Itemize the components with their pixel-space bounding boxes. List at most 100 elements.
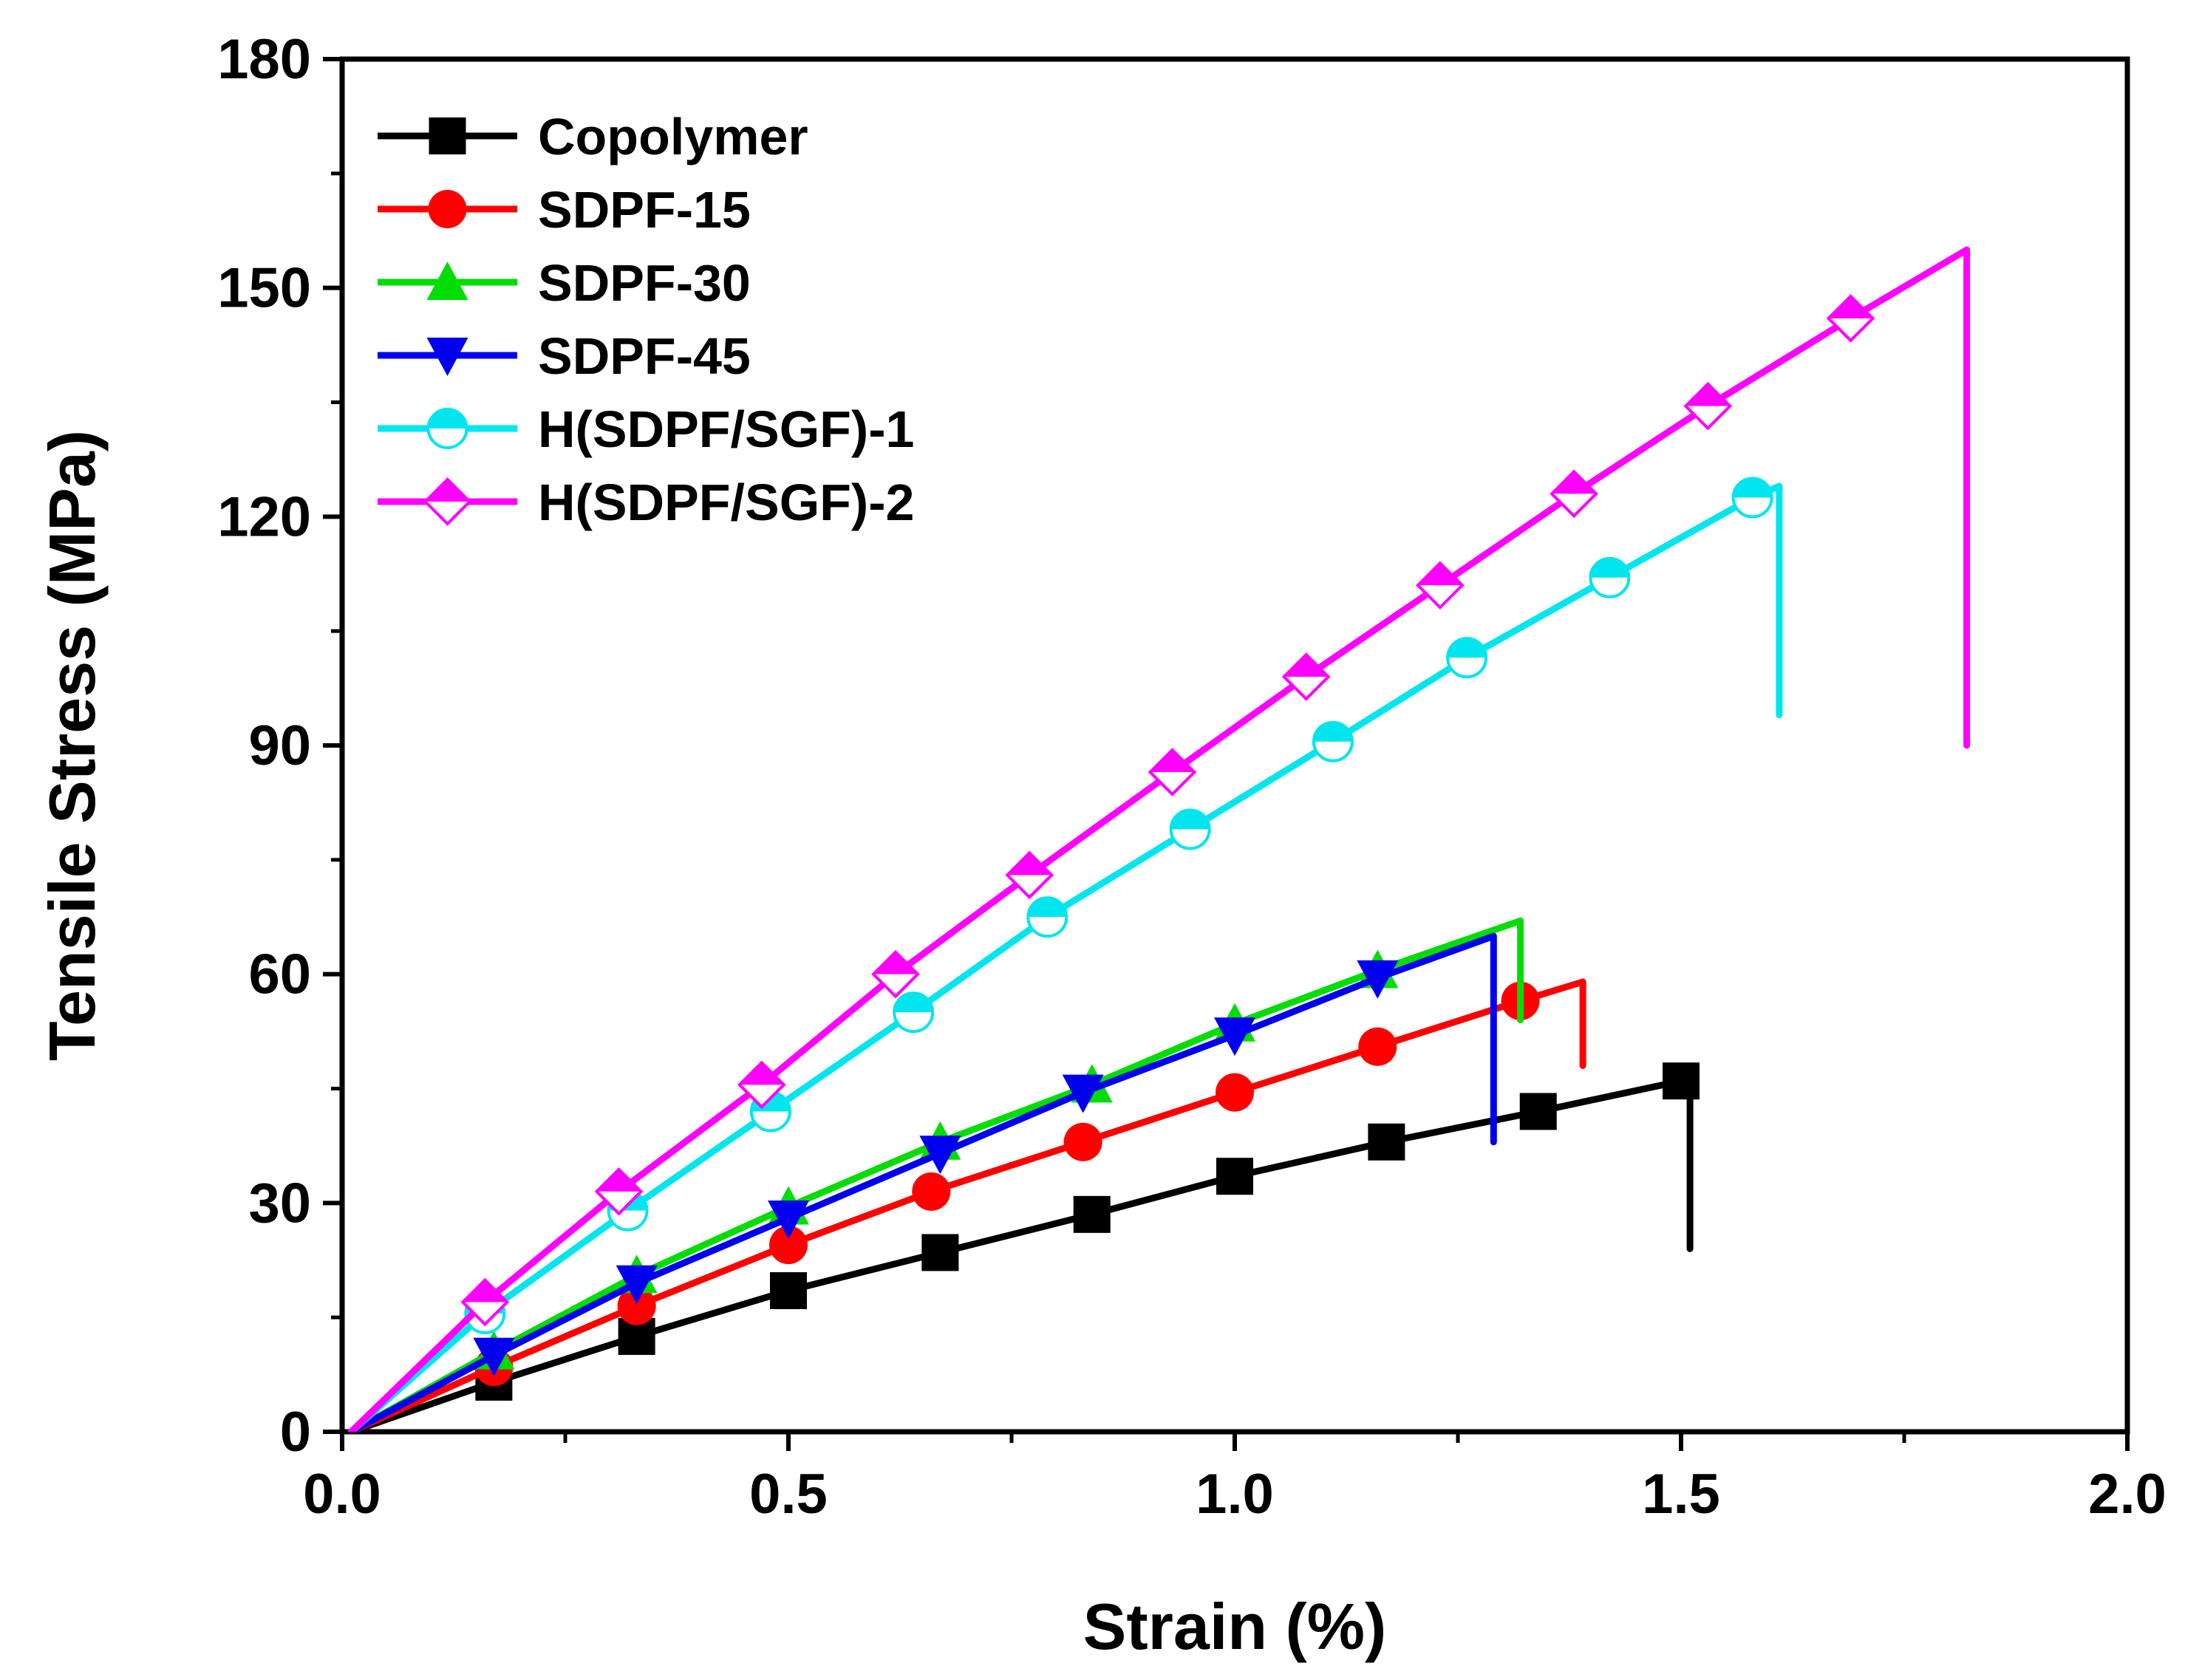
marker-outline bbox=[1446, 637, 1488, 679]
legend-h-sdpf-sgf-1: H(SDPF/SGF)-1 bbox=[378, 400, 914, 458]
marker-bottom-half bbox=[596, 1191, 641, 1214]
marker-bottom-half bbox=[428, 428, 467, 448]
series-sdpf-15-line bbox=[347, 978, 1586, 1432]
y-tick-label: 60 bbox=[248, 943, 311, 1006]
series-sdpf-45-point bbox=[616, 1265, 658, 1304]
series-h-sdpf-sgf-2-point bbox=[1005, 850, 1054, 900]
legend-label: H(SDPF/SGF)-2 bbox=[538, 474, 914, 531]
marker-outline bbox=[893, 991, 935, 1034]
series-h-sdpf-sgf-1-line bbox=[347, 482, 1783, 1432]
marker-top-half bbox=[1685, 383, 1731, 406]
marker-top-half bbox=[1170, 810, 1210, 830]
series-sdpf-45-line bbox=[347, 932, 1497, 1432]
marker-bottom-half bbox=[1150, 772, 1195, 795]
series-copolymer-point bbox=[1663, 1062, 1700, 1100]
y-tick-label: 120 bbox=[217, 485, 311, 548]
legend-label: SDPF-30 bbox=[538, 254, 751, 312]
marker-top-half bbox=[1828, 296, 1873, 318]
marker-bottom-half bbox=[873, 974, 918, 997]
marker-outline bbox=[1731, 477, 1773, 519]
legend-marker bbox=[423, 477, 472, 526]
series-layer bbox=[347, 246, 1971, 1432]
marker-outline bbox=[426, 408, 468, 449]
legend-sdpf-15: SDPF-15 bbox=[378, 181, 751, 239]
marker-bottom-half bbox=[1685, 406, 1731, 428]
series-h-sdpf-sgf-2-point bbox=[1148, 748, 1197, 796]
series-sdpf-45-point bbox=[473, 1337, 515, 1376]
series-sdpf-15-point bbox=[1358, 1027, 1397, 1066]
marker-outline bbox=[423, 477, 472, 526]
series-h-sdpf-sgf-2-point bbox=[594, 1167, 644, 1216]
marker-bottom-half bbox=[1028, 917, 1067, 937]
marker-bottom-half bbox=[1828, 318, 1873, 341]
legend-marker bbox=[426, 408, 468, 449]
series-h-sdpf-sgf-1-point bbox=[1446, 637, 1488, 679]
x-tick-label: 2.0 bbox=[2088, 1463, 2167, 1526]
x-tick-label: 0.0 bbox=[303, 1463, 381, 1526]
marker-bottom-half bbox=[1552, 494, 1597, 516]
marker-outline bbox=[1281, 652, 1331, 701]
x-axis-title: Strain (%) bbox=[1083, 1590, 1387, 1663]
legend: Copolymer SDPF-15 SDPF-30 SDPF-45 H(SDPF/SGF… bbox=[378, 108, 914, 531]
y-tick-label: 180 bbox=[217, 28, 311, 91]
legend-sdpf-45: SDPF-45 bbox=[378, 327, 751, 385]
marker-outline bbox=[871, 949, 920, 999]
marker-top-half bbox=[425, 479, 470, 502]
marker-outline bbox=[1148, 748, 1197, 796]
series-sdpf-45-point bbox=[1062, 1074, 1104, 1113]
x-axis: 0.0 0.5 1.0 1.5 2.0 bbox=[303, 1432, 2167, 1526]
marker-top-half bbox=[1313, 722, 1352, 742]
legend-marker bbox=[426, 338, 468, 376]
x-tick-label: 1.0 bbox=[1196, 1463, 1274, 1526]
marker-top-half bbox=[739, 1062, 784, 1085]
marker-top-half bbox=[1552, 471, 1597, 494]
series-h-sdpf-sgf-2 bbox=[347, 246, 1971, 1432]
series-sdpf-45-point bbox=[1357, 960, 1399, 999]
marker-top-half bbox=[873, 952, 918, 974]
series-h-sdpf-sgf-2-point bbox=[460, 1277, 510, 1327]
marker-bottom-half bbox=[463, 1302, 508, 1325]
legend-copolymer: Copolymer bbox=[378, 108, 808, 165]
legend-label: SDPF-15 bbox=[538, 181, 751, 239]
marker-bottom-half bbox=[739, 1085, 784, 1107]
marker-outline bbox=[1312, 720, 1354, 762]
series-copolymer-line bbox=[347, 1077, 1694, 1432]
series-sdpf-45-point bbox=[1214, 1017, 1255, 1056]
x-tick-label: 1.5 bbox=[1642, 1463, 1720, 1526]
series-h-sdpf-sgf-1-point bbox=[1026, 896, 1068, 938]
marker-top-half bbox=[463, 1280, 508, 1302]
series-sdpf-45-point bbox=[919, 1136, 961, 1175]
series-sdpf-15-point bbox=[1063, 1122, 1102, 1161]
marker-top-half bbox=[1150, 750, 1195, 773]
series-copolymer-point bbox=[1216, 1158, 1253, 1195]
series-h-sdpf-sgf-2-point bbox=[737, 1060, 786, 1110]
marker-outline bbox=[1026, 896, 1068, 938]
marker-bottom-half bbox=[1417, 585, 1462, 608]
legend-label: SDPF-45 bbox=[538, 327, 751, 385]
marker-bottom-half bbox=[1313, 741, 1352, 761]
marker-outline bbox=[594, 1167, 644, 1216]
y-axis: 0 30 60 90 120 150 180 bbox=[217, 28, 342, 1464]
series-h-sdpf-sgf-1-point bbox=[1169, 808, 1211, 850]
series-h-sdpf-sgf-2-point bbox=[871, 949, 920, 999]
series-h-sdpf-sgf-1-point bbox=[1731, 477, 1773, 519]
legend-marker bbox=[428, 190, 467, 228]
marker-outline bbox=[737, 1060, 786, 1110]
series-copolymer-point bbox=[770, 1272, 807, 1310]
y-tick-label: 0 bbox=[280, 1401, 311, 1464]
series-h-sdpf-sgf-2-point bbox=[1683, 381, 1733, 431]
marker-bottom-half bbox=[1170, 829, 1210, 849]
series-sdpf-15-point bbox=[1216, 1073, 1254, 1112]
marker-top-half bbox=[596, 1169, 641, 1192]
series-h-sdpf-sgf-2-point bbox=[1826, 294, 1875, 343]
marker-bottom-half bbox=[1590, 577, 1629, 597]
marker-top-half bbox=[894, 993, 933, 1013]
marker-outline bbox=[1550, 469, 1598, 519]
legend-label: Copolymer bbox=[538, 108, 808, 165]
marker-bottom-half bbox=[1284, 677, 1329, 700]
marker-bottom-half bbox=[1733, 497, 1772, 517]
legend-sdpf-30: SDPF-30 bbox=[378, 254, 751, 312]
marker-top-half bbox=[1284, 655, 1329, 677]
y-tick-label: 90 bbox=[248, 714, 311, 777]
